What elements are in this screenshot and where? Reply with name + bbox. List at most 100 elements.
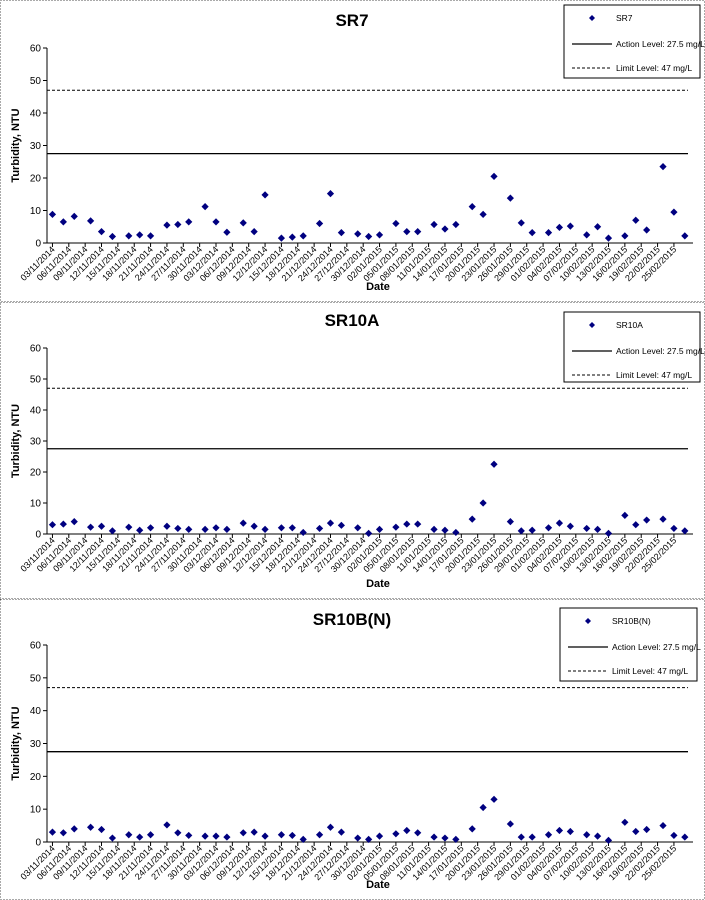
legend-label: Limit Level: 47 mg/L: [616, 63, 692, 73]
data-point: [555, 223, 564, 231]
chart-title: SR10B(N): [313, 610, 391, 629]
legend-label: Action Level: 27.5 mg/L: [612, 642, 701, 652]
legend-label: Limit Level: 47 mg/L: [612, 666, 688, 676]
data-point: [261, 191, 269, 199]
chart-title: SR10A: [325, 311, 380, 330]
data-point: [288, 233, 296, 241]
data-point: [136, 231, 144, 239]
data-point: [604, 836, 613, 844]
chart-panel-sr10a: SR10A 0 10 20 30 40 50 60 Turbidity, NTU 03/11/20…: [0, 302, 705, 599]
legend-label: SR10A: [616, 320, 643, 330]
legend-label: Limit Level: 47 mg/L: [616, 370, 692, 380]
data-point: [108, 232, 117, 241]
y-tick-label: 50: [30, 673, 42, 684]
data-point: [223, 833, 231, 841]
data-point: [87, 823, 95, 831]
data-point: [125, 523, 133, 531]
data-point: [632, 827, 640, 836]
data-point: [185, 831, 193, 840]
data-point: [490, 460, 498, 468]
data-point: [201, 203, 209, 211]
data-point: [212, 524, 220, 532]
data-point: [528, 833, 536, 841]
data-point: [632, 216, 640, 224]
data-point: [403, 228, 411, 236]
data-point: [146, 524, 155, 532]
data-point: [70, 212, 78, 220]
data-point: [414, 228, 422, 236]
chart-title: SR7: [335, 11, 368, 30]
y-tick-label: 60: [30, 641, 42, 652]
y-tick-label: 20: [30, 174, 42, 185]
data-point: [583, 831, 591, 839]
data-point: [299, 232, 307, 240]
data-point: [544, 229, 553, 237]
data-point: [315, 219, 324, 228]
data-point: [87, 217, 95, 225]
data-point: [239, 219, 247, 227]
legend-marker: [589, 322, 595, 328]
data-point: [250, 522, 258, 530]
data-point: [517, 833, 525, 841]
legend-marker: [585, 618, 591, 624]
y-tick-label: 30: [30, 437, 42, 448]
y-tick-label: 0: [35, 530, 41, 541]
data-point: [250, 828, 258, 836]
data-point: [146, 831, 155, 839]
data-point: [670, 831, 678, 840]
data-point: [97, 228, 106, 236]
data-point: [146, 232, 155, 240]
y-tick-label: 40: [30, 406, 42, 417]
data-point: [621, 818, 629, 826]
data-point: [108, 834, 117, 842]
data-point: [223, 228, 231, 236]
data-point: [632, 521, 640, 529]
data-point: [517, 219, 525, 227]
legend-label: SR7: [616, 13, 633, 23]
data-point: [337, 229, 345, 237]
data-point: [468, 203, 476, 211]
legend-box: [563, 4, 701, 79]
y-tick-label: 0: [35, 838, 41, 849]
data-point: [163, 221, 171, 229]
data-point: [681, 833, 689, 841]
data-point: [174, 220, 182, 229]
y-tick-label: 50: [30, 76, 42, 87]
y-tick-label: 20: [30, 772, 42, 783]
data-point: [490, 172, 498, 180]
y-tick-label: 60: [30, 44, 42, 55]
data-point: [670, 208, 678, 216]
data-point: [163, 522, 171, 530]
data-point: [125, 232, 133, 240]
data-point: [593, 223, 602, 231]
data-point: [212, 218, 220, 226]
data-point: [48, 210, 57, 218]
legend-label: SR10B(N): [612, 616, 651, 626]
data-point: [659, 515, 667, 523]
data-point: [643, 226, 651, 234]
data-point: [250, 228, 258, 236]
data-point: [643, 516, 651, 524]
data-point: [326, 190, 335, 198]
y-axis-label: Turbidity, NTU: [10, 404, 22, 478]
data-point: [506, 194, 514, 202]
data-point: [70, 825, 78, 833]
y-tick-label: 40: [30, 706, 42, 717]
data-point: [544, 831, 553, 839]
x-axis-label: Date: [366, 281, 390, 293]
data-point: [604, 234, 613, 242]
data-point: [136, 833, 144, 841]
y-tick-label: 60: [30, 344, 42, 355]
y-tick-label: 30: [30, 141, 42, 152]
data-point: [125, 831, 133, 839]
data-point: [621, 232, 629, 240]
data-point: [430, 220, 438, 229]
y-axis-label: Turbidity, NTU: [10, 108, 22, 182]
data-point: [441, 225, 449, 233]
data-point: [479, 210, 487, 218]
data-point: [365, 529, 373, 537]
data-point: [506, 518, 514, 526]
